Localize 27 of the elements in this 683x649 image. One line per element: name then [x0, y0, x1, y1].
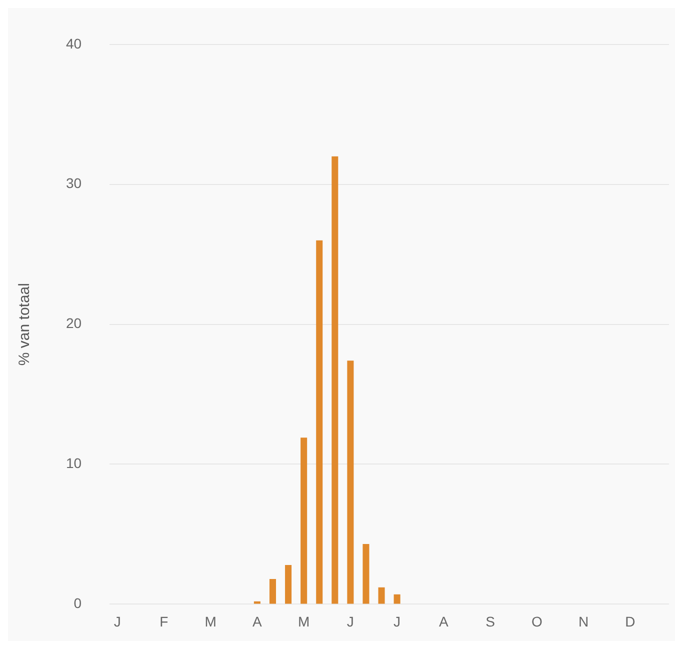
bar [347, 360, 354, 604]
y-tick-label: 10 [66, 455, 82, 472]
y-tick-label: 30 [66, 175, 82, 192]
y-tick-label: 20 [66, 315, 82, 332]
bar [285, 565, 292, 604]
x-tick-label: J [394, 613, 401, 630]
x-tick-label: N [578, 613, 589, 630]
bar [300, 438, 308, 604]
x-tick-label: O [531, 613, 542, 630]
x-tick-label: M [204, 613, 216, 630]
x-tick-label: A [252, 613, 263, 630]
x-tick-label: D [625, 613, 636, 630]
y-tick-label: 40 [66, 35, 82, 52]
x-tick-label: J [346, 613, 354, 630]
x-tick-label: M [298, 613, 310, 630]
bar [362, 544, 370, 604]
bar [378, 587, 385, 604]
bar [316, 240, 323, 604]
y-axis-title: % van totaal [16, 283, 34, 366]
x-tick-label: S [486, 613, 495, 630]
x-tick-label: F [160, 613, 168, 630]
x-tick-label: A [439, 613, 450, 630]
x-tick-label: J [114, 613, 121, 630]
bar [394, 594, 400, 604]
bar [332, 156, 338, 604]
y-tick-label: 0 [74, 595, 82, 612]
bar [269, 579, 276, 604]
